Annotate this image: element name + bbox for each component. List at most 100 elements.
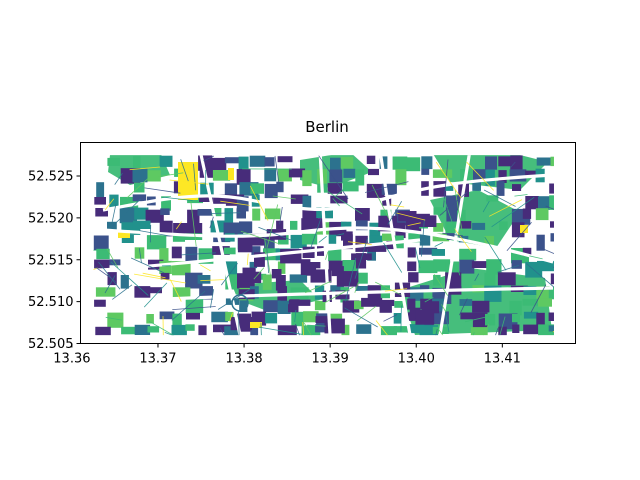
building-block — [276, 181, 284, 193]
street-line — [530, 284, 547, 313]
building-block — [134, 324, 151, 335]
building-block — [172, 287, 191, 298]
building-block — [393, 313, 401, 324]
street-line — [305, 280, 332, 294]
building-block — [330, 157, 342, 174]
street-line — [345, 257, 357, 302]
building-block — [250, 326, 259, 336]
street-line — [545, 205, 554, 210]
building-block — [301, 218, 323, 231]
building-block — [146, 235, 167, 250]
building-block — [134, 247, 145, 259]
street-line — [302, 322, 304, 336]
building-block — [368, 168, 379, 176]
building-block — [238, 156, 249, 170]
street — [199, 155, 242, 336]
building-block — [213, 235, 231, 243]
building-block — [252, 271, 262, 284]
building-block — [485, 156, 497, 170]
building-block — [354, 272, 368, 284]
building-block — [538, 298, 552, 307]
street-line — [162, 196, 193, 201]
street-line — [442, 232, 464, 237]
building-block — [486, 195, 499, 202]
building-block — [264, 168, 277, 182]
street-line — [384, 288, 408, 292]
building-block — [498, 326, 507, 336]
building-block — [147, 170, 161, 182]
building-block — [265, 313, 278, 324]
street-line — [199, 264, 211, 272]
street-line — [274, 155, 280, 185]
street-line — [325, 251, 329, 260]
building-block — [499, 221, 508, 230]
building-block — [264, 157, 275, 167]
street-line — [415, 248, 421, 269]
building-block — [415, 309, 435, 325]
street-line — [104, 275, 116, 294]
building-block — [407, 324, 425, 334]
street-line — [139, 230, 171, 237]
street-line — [354, 281, 359, 293]
building-block — [421, 168, 430, 175]
street-line — [265, 204, 279, 255]
street-line — [400, 305, 402, 332]
street-line — [156, 172, 184, 178]
x-tick-label: 13.37 — [139, 352, 176, 367]
street-line — [529, 255, 543, 260]
building-block — [536, 234, 545, 251]
building-block — [120, 275, 129, 289]
y-tick-label: 52.525 — [28, 170, 74, 185]
building-block — [459, 248, 477, 261]
building-block — [159, 311, 175, 320]
street-line — [110, 261, 149, 296]
street-line — [181, 252, 216, 256]
building-block — [172, 233, 185, 242]
building-block — [160, 272, 170, 280]
street — [102, 238, 421, 272]
building-block — [460, 312, 475, 320]
building-block — [236, 196, 249, 212]
x-tick-label: 13.36 — [53, 352, 90, 367]
building-block — [484, 272, 496, 286]
building-block — [407, 261, 417, 272]
building-block — [291, 311, 304, 327]
y-tick-label: 52.520 — [28, 211, 74, 226]
street-line — [489, 199, 523, 217]
street-line — [421, 219, 425, 257]
building-block — [96, 182, 105, 199]
street-line — [169, 279, 182, 302]
building-block — [393, 326, 412, 333]
building-block — [302, 170, 312, 187]
building-block — [460, 221, 472, 229]
street-line — [483, 189, 516, 207]
y-tick-label: 52.510 — [28, 295, 74, 310]
building-block — [458, 209, 466, 224]
building-block — [171, 246, 182, 259]
building-block — [509, 300, 522, 316]
street-line — [126, 177, 150, 199]
building-block — [522, 247, 532, 256]
building-block — [340, 221, 352, 228]
building-block — [96, 248, 110, 260]
building-block — [369, 235, 383, 245]
building-block — [366, 183, 385, 198]
street-line — [506, 222, 532, 252]
street-line — [238, 310, 240, 336]
street-line — [484, 236, 507, 271]
building-block — [407, 298, 416, 310]
building-block — [472, 181, 481, 191]
x-tick-label: 13.39 — [312, 352, 349, 367]
highlight-feature — [228, 168, 234, 180]
building-block — [239, 221, 253, 234]
building-block — [277, 325, 297, 336]
building-block — [329, 169, 343, 183]
y-tick-label: 52.515 — [28, 253, 74, 268]
building-block — [211, 311, 228, 323]
street-line — [303, 322, 312, 336]
building-block — [340, 156, 354, 169]
street-line — [162, 316, 164, 336]
building-block — [484, 235, 494, 246]
building-block — [512, 184, 522, 191]
